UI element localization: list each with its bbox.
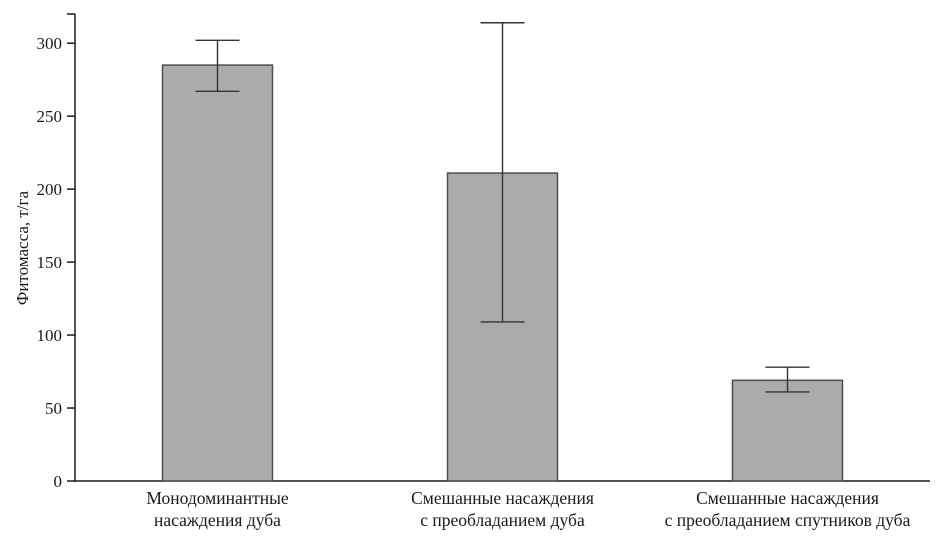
bar — [731, 379, 844, 482]
category-label: с преобладанием дуба — [420, 510, 585, 530]
category-label: Монодоминантные — [146, 488, 289, 508]
category-label: Смешанные насаждения — [411, 488, 594, 508]
y-axis-title: Фитомасса, т/га — [13, 190, 32, 305]
bar — [161, 64, 274, 482]
y-tick-label: 100 — [37, 326, 63, 345]
y-tick-label: 300 — [37, 34, 63, 53]
y-tick-label: 150 — [37, 253, 63, 272]
y-tick-label: 250 — [37, 107, 63, 126]
category-label: с преобладанием спутников дуба — [665, 510, 911, 530]
category-label: насаждения дуба — [154, 510, 281, 530]
category-label: Смешанные насаждения — [696, 488, 879, 508]
y-tick-label: 200 — [37, 180, 63, 199]
y-tick-label: 0 — [54, 472, 63, 491]
plot-area: 0 50 100 150 200 250 300 Монодоминантныенасажде… — [37, 13, 930, 530]
y-tick-label: 50 — [45, 399, 62, 418]
